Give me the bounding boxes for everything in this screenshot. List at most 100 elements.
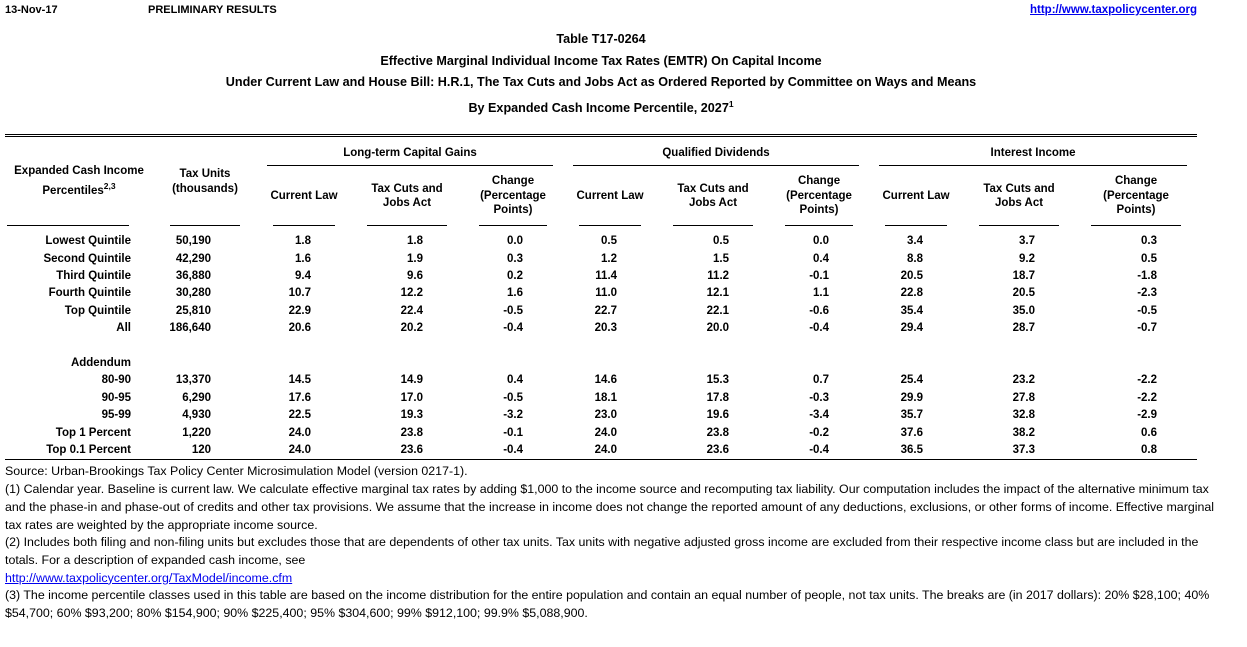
rate-value: 22.4	[400, 304, 423, 317]
rate-value: 0.0	[813, 235, 830, 248]
rate-value: 9.2	[1019, 252, 1036, 265]
rate-value	[351, 355, 463, 372]
footnote-link-line: http://www.taxpolicycenter.org/TaxModel/…	[5, 570, 1215, 588]
rate-value	[463, 355, 563, 372]
rate-value: 17.8	[706, 391, 730, 404]
rate-value: 27.8	[1012, 391, 1036, 404]
table-row: All 186,640 20.6 20.2 -0.4 20.3 20.0 -0.4 29.4 28…	[5, 320, 1197, 337]
table-subtitle: Under Current Law and House Bill: H.R.1,…	[225, 75, 977, 89]
rate-value: 9.6	[407, 270, 423, 282]
rate-value: 0.6	[1141, 426, 1158, 439]
tax-units-value: 6,290	[182, 391, 211, 404]
tax-units-value: 50,190	[175, 235, 211, 248]
rate-value: 22.8	[900, 287, 924, 300]
rate-value: 1.5	[713, 252, 730, 265]
rate-value: 12.2	[400, 287, 423, 300]
rate-value: 0.3	[1141, 235, 1158, 248]
group-header-qualified-dividends: Qualified Dividends	[563, 137, 869, 167]
preliminary-results-label: PRELIMINARY RESULTS	[148, 4, 277, 16]
row-label: Fourth Quintile	[48, 287, 131, 300]
rate-value	[769, 338, 869, 355]
table-row: Addendum	[5, 355, 1197, 372]
table-row: Lowest Quintile 50,190 1.8 1.8 0.0 0.5 0.5 0.0 3…	[5, 226, 1197, 250]
rate-value: 20.2	[400, 322, 423, 335]
table-header: Expanded Cash Income Percentiles2,3 Tax …	[5, 137, 1197, 227]
rate-value: -1.8	[1137, 270, 1158, 282]
tax-units-header: Tax Units (thousands)	[153, 137, 257, 227]
rate-value: 15.3	[706, 374, 730, 387]
rate-value	[351, 338, 463, 355]
rate-value: 22.7	[594, 304, 618, 317]
footnote-3: (3) The income percentile classes used i…	[5, 588, 1210, 621]
rate-value: 22.5	[288, 409, 311, 422]
footnote-marker-1: 1	[728, 98, 734, 109]
table-main-title: Effective Marginal Individual Income Tax…	[380, 53, 822, 68]
rate-value: -2.3	[1137, 287, 1158, 300]
rate-value: 1.6	[295, 252, 311, 265]
rate-value: 24.0	[288, 444, 311, 457]
tax-units-value: 42,290	[175, 252, 211, 265]
column-header-change: Change (Percentage Points)	[463, 166, 563, 227]
rate-value: -2.9	[1137, 409, 1158, 422]
footnote-2: (2) Includes both filing and non-filing …	[5, 535, 1199, 567]
rate-value: 24.0	[594, 444, 618, 457]
rate-value: 35.0	[1012, 304, 1036, 317]
rate-value: 1.1	[813, 287, 830, 300]
rate-value: 32.8	[1012, 409, 1036, 422]
expanded-cash-income-header: Expanded Cash Income Percentiles2,3	[5, 137, 153, 227]
rate-value: 1.8	[295, 235, 311, 248]
tax-units-value: 36,880	[175, 270, 211, 282]
rate-value: 20.5	[900, 270, 924, 282]
table-bottom-rule	[5, 459, 1197, 461]
rate-value: 24.0	[288, 426, 311, 439]
rate-value	[657, 338, 769, 355]
rate-value	[869, 355, 963, 372]
tax-units-value: 4,930	[182, 409, 211, 422]
rate-value: 1.8	[407, 235, 423, 248]
rate-value: 19.6	[706, 409, 730, 422]
rate-value: -0.4	[809, 444, 830, 457]
rate-value: 38.2	[1012, 426, 1036, 439]
column-header-change: Change (Percentage Points)	[1075, 166, 1197, 227]
rate-value: -0.3	[809, 391, 830, 404]
rate-value: 0.2	[507, 270, 524, 282]
column-header-current-law: Current Law	[257, 166, 351, 227]
rate-value: 23.8	[706, 426, 730, 439]
tax-units-value	[153, 338, 257, 355]
row-label: All	[116, 322, 131, 335]
row-label: Second Quintile	[43, 252, 131, 265]
rate-value: 36.5	[900, 444, 924, 457]
document-page: 13-Nov-17 PRELIMINARY RESULTS http://www…	[5, 4, 1215, 621]
rate-value: 0.3	[507, 252, 524, 265]
table-row: 95-99 4,930 22.5 19.3 -3.2 23.0 19.6 -3.4 35.7 32…	[5, 407, 1197, 424]
rate-value: 37.6	[900, 426, 924, 439]
rate-value	[1075, 355, 1197, 372]
rate-value: -3.2	[503, 409, 524, 422]
rate-value: 11.2	[707, 270, 730, 282]
rate-value: 37.3	[1012, 444, 1036, 457]
rate-value: 17.6	[288, 391, 311, 404]
rate-value: 3.7	[1019, 235, 1036, 248]
income-definition-link[interactable]: http://www.taxpolicycenter.org/TaxModel/…	[5, 570, 293, 585]
rate-value: 23.2	[1012, 374, 1036, 387]
rate-value: 17.0	[400, 391, 423, 404]
table-row: 80-90 13,370 14.5 14.9 0.4 14.6 15.3 0.7 25.4 23.…	[5, 372, 1197, 389]
rate-value	[769, 355, 869, 372]
rate-value: -0.5	[503, 391, 524, 404]
rate-value: 20.3	[594, 322, 618, 335]
rate-value: 1.9	[407, 252, 423, 265]
rate-value: 1.2	[601, 252, 618, 265]
table-percentile-title: By Expanded Cash Income Percentile, 2027…	[468, 98, 734, 115]
rate-value	[1075, 338, 1197, 355]
row-label	[5, 338, 153, 355]
title-block: Table T17-0264 Effective Marginal Indivi…	[5, 29, 1197, 119]
rate-value: 20.6	[288, 322, 311, 335]
column-header-tax-cuts-jobs-act: Tax Cuts and Jobs Act	[657, 166, 769, 227]
table-row: Third Quintile 36,880 9.4 9.6 0.2 11.4 11.2 -0.…	[5, 268, 1197, 285]
rate-value: 0.5	[1141, 252, 1158, 265]
rate-value	[463, 338, 563, 355]
taxpolicycenter-link[interactable]: http://www.taxpolicycenter.org	[1030, 4, 1197, 16]
table-row: Top Quintile 25,810 22.9 22.4 -0.5 22.7 22.1 -0…	[5, 303, 1197, 320]
row-label: Lowest Quintile	[45, 235, 131, 248]
rate-value: 23.8	[400, 426, 423, 439]
